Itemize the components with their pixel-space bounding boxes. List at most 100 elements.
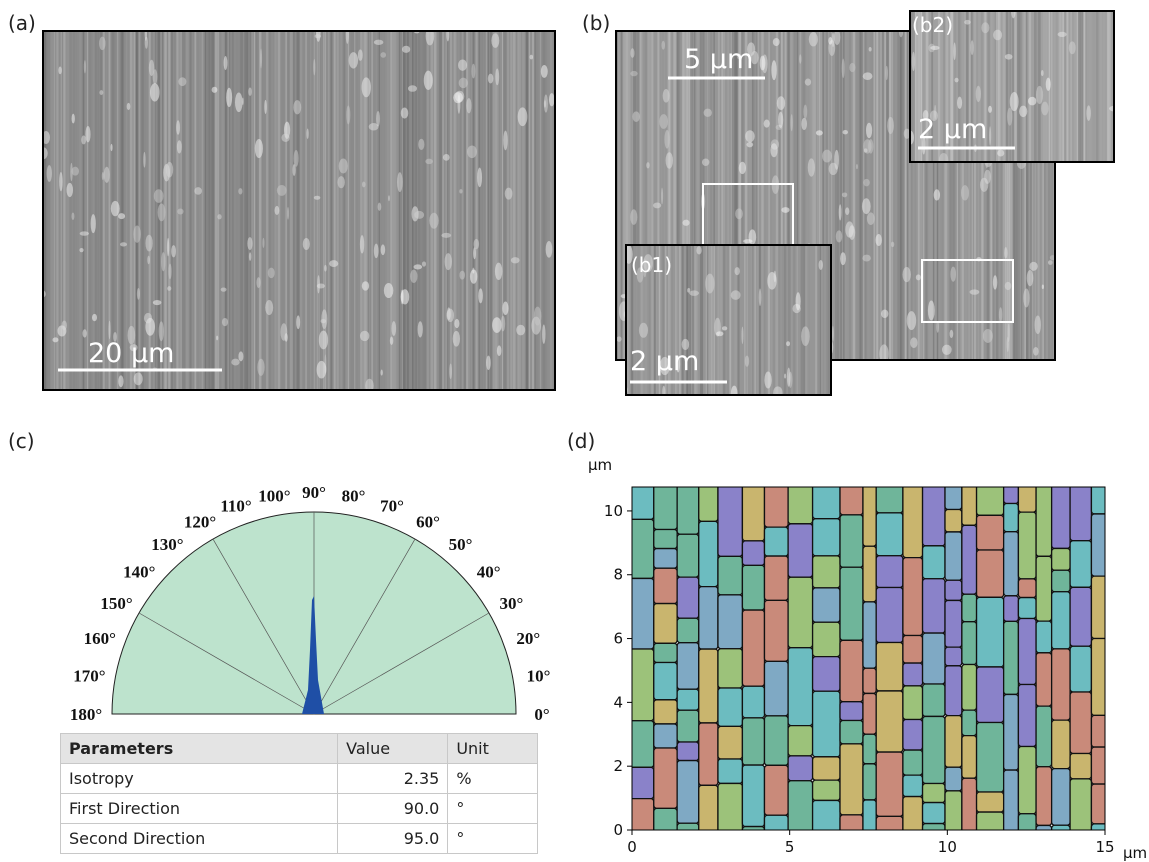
texture [819, 260, 823, 270]
texture [510, 31, 512, 390]
texture [828, 245, 829, 395]
texture [836, 230, 843, 242]
texture [265, 300, 273, 315]
texture [534, 307, 542, 326]
texture [468, 31, 470, 390]
texture [542, 325, 545, 344]
texture [907, 311, 916, 330]
texture [822, 150, 832, 163]
texture [843, 130, 848, 134]
inset-label: (b2) [912, 13, 953, 37]
texture [887, 117, 894, 134]
grain [1091, 514, 1112, 576]
texture [334, 31, 336, 390]
grain [945, 767, 962, 791]
grain [718, 595, 742, 649]
texture [178, 77, 186, 86]
grain [764, 765, 788, 815]
texture [493, 31, 496, 390]
grain [903, 663, 923, 686]
grain [977, 550, 1004, 597]
panel-label: (c) [8, 429, 35, 453]
texture [687, 288, 690, 293]
texture [516, 325, 525, 336]
panel-label: (d) [567, 429, 595, 453]
texture [663, 89, 670, 103]
texture [514, 31, 516, 390]
texture [89, 31, 91, 390]
grain [654, 700, 677, 724]
texture [997, 150, 1004, 157]
texture [981, 22, 989, 33]
grain [677, 689, 699, 710]
texture [1042, 284, 1044, 289]
texture [158, 203, 166, 221]
grain [945, 580, 962, 600]
texture [71, 212, 74, 220]
texture [523, 31, 525, 390]
texture [394, 31, 396, 390]
grain [1052, 649, 1070, 720]
texture [275, 206, 280, 215]
texture [630, 209, 637, 225]
grain [654, 482, 677, 529]
header-cell: Unit [448, 734, 538, 764]
scale-bar-label: 2 µm [918, 114, 987, 145]
texture [449, 364, 452, 380]
grain [1018, 746, 1036, 813]
header-cell: Value [338, 734, 448, 764]
texture [805, 245, 807, 395]
texture [630, 71, 637, 76]
texture [546, 241, 553, 258]
texture [247, 31, 248, 390]
angle-label: 10° [527, 666, 551, 685]
texture [503, 31, 506, 390]
grain [718, 649, 742, 688]
texture [453, 92, 463, 103]
texture [1003, 11, 1006, 162]
texture [910, 337, 917, 348]
texture [374, 40, 384, 45]
texture [293, 100, 301, 114]
header-cell: Parameters [61, 734, 338, 764]
texture [403, 31, 406, 390]
grain [1004, 503, 1019, 531]
texture [471, 64, 475, 79]
grain [977, 667, 1004, 723]
grain [742, 686, 764, 718]
y-tick-label: 4 [613, 693, 623, 711]
texture [474, 239, 480, 249]
scale-bar-label: 2 µm [630, 346, 699, 377]
texture [401, 108, 409, 119]
texture [953, 42, 956, 60]
texture [73, 31, 74, 390]
texture [1029, 262, 1037, 271]
texture [471, 31, 472, 390]
texture [226, 88, 232, 107]
grain [923, 633, 945, 684]
texture [382, 31, 385, 390]
texture [91, 214, 96, 233]
texture [970, 40, 973, 55]
texture [486, 31, 488, 390]
grain [1018, 685, 1036, 747]
texture [682, 220, 689, 226]
x-tick-label: 5 [785, 838, 795, 856]
texture [1053, 11, 1055, 162]
grain [764, 600, 788, 661]
grain [1052, 570, 1070, 592]
grain [1004, 596, 1019, 622]
y-unit: µm [588, 456, 612, 474]
texture [133, 225, 141, 242]
texture [424, 71, 433, 90]
texture [218, 31, 219, 390]
texture [864, 148, 868, 152]
texture [713, 245, 714, 395]
texture [168, 264, 171, 280]
texture [928, 301, 935, 321]
texture [384, 283, 394, 298]
texture [497, 345, 502, 356]
texture [745, 355, 749, 366]
texture [801, 118, 807, 130]
